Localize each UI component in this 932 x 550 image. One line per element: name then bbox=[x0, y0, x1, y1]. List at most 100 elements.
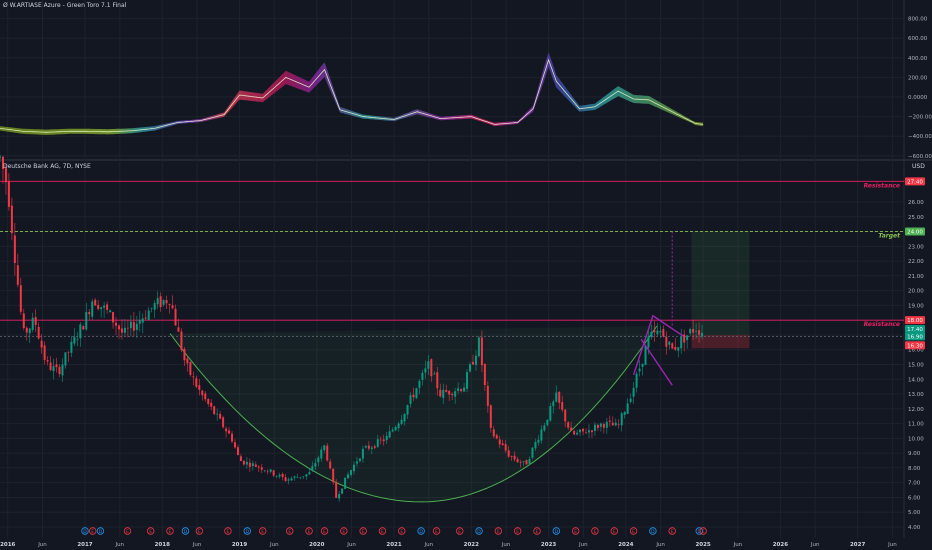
candle-body bbox=[680, 336, 683, 349]
candle-body bbox=[210, 402, 213, 407]
candle-body bbox=[626, 403, 629, 414]
event-marker-label: E bbox=[149, 529, 152, 535]
indicator-ytick-label: −400.00 bbox=[908, 134, 932, 140]
candle-body bbox=[350, 470, 353, 475]
event-marker-label: E bbox=[198, 529, 201, 535]
candle-body bbox=[28, 328, 31, 334]
price-ytick-label: 16.00 bbox=[908, 348, 924, 354]
candle-body bbox=[543, 425, 546, 431]
candle-body bbox=[632, 387, 635, 397]
candle-body bbox=[198, 385, 201, 390]
candle-body bbox=[34, 317, 37, 326]
candle-body bbox=[495, 435, 498, 439]
event-marker bbox=[359, 527, 367, 535]
candle-body bbox=[153, 303, 156, 310]
indicator-ytick-label: 0.0000 bbox=[908, 95, 928, 101]
candle-body bbox=[55, 364, 58, 368]
target-zone bbox=[691, 231, 750, 335]
candle-body bbox=[611, 422, 614, 426]
candle-body bbox=[433, 373, 436, 375]
event-marker bbox=[456, 527, 464, 535]
candle-body bbox=[454, 391, 457, 397]
candle-body bbox=[394, 427, 397, 431]
candle-body bbox=[665, 337, 668, 347]
candle-body bbox=[88, 312, 91, 315]
candle-body bbox=[234, 442, 237, 448]
price-ytick-label: 15.00 bbox=[908, 363, 924, 369]
xaxis-tick-label: 2022 bbox=[464, 542, 479, 548]
candle-body bbox=[91, 301, 94, 317]
event-marker bbox=[432, 527, 441, 535]
xaxis-tick-label: 2027 bbox=[850, 542, 865, 548]
event-marker-label: E bbox=[362, 529, 365, 535]
candle-body bbox=[504, 444, 507, 451]
candle-body bbox=[120, 328, 123, 333]
candle-body bbox=[123, 327, 126, 333]
candle-body bbox=[260, 467, 263, 470]
price-ytick-label: 4.00 bbox=[908, 525, 921, 531]
candle-body bbox=[388, 431, 391, 438]
indicator-title: Ø W.ARTIASE Azure - Green Toro 7.1 Final bbox=[3, 2, 127, 9]
candle-body bbox=[564, 409, 567, 422]
candle-body bbox=[272, 470, 275, 476]
event-marker-label: D bbox=[184, 529, 188, 535]
event-marker-label: E bbox=[536, 529, 539, 535]
candle-body bbox=[692, 328, 695, 333]
currency-label[interactable]: USD bbox=[912, 163, 925, 170]
xaxis-tick-label: 2016 bbox=[0, 542, 15, 548]
xaxis-tick-label: 2021 bbox=[386, 542, 401, 548]
price-ytick-label: 12.00 bbox=[908, 407, 924, 413]
candle-body bbox=[103, 305, 106, 308]
event-marker bbox=[243, 527, 251, 535]
candle-body bbox=[129, 321, 132, 329]
indicator-ytick-label: −600.00 bbox=[908, 154, 932, 160]
event-marker-label: E bbox=[323, 529, 326, 535]
event-marker-label: E bbox=[288, 529, 291, 535]
candle-body bbox=[406, 405, 409, 415]
event-marker-label: E bbox=[435, 529, 438, 535]
xaxis-tick-label: 2023 bbox=[541, 542, 556, 548]
candle-body bbox=[635, 373, 638, 388]
price-label-bg bbox=[905, 332, 925, 341]
event-marker-label: D bbox=[477, 529, 481, 535]
candle-body bbox=[427, 361, 430, 369]
level-label: Resistance bbox=[864, 182, 900, 189]
event-marker-label: E bbox=[308, 529, 311, 535]
xaxis-tick-label: 2020 bbox=[309, 542, 324, 548]
indicator-ytick-label: 800.00 bbox=[908, 17, 928, 23]
candle-body bbox=[483, 363, 486, 386]
level-label: Target bbox=[878, 233, 901, 240]
candle-body bbox=[254, 464, 257, 467]
candle-body bbox=[326, 445, 329, 461]
candle-body bbox=[528, 459, 531, 464]
candle-body bbox=[284, 477, 287, 481]
candle-body bbox=[373, 446, 376, 448]
event-marker-label: E bbox=[594, 529, 597, 535]
candle-body bbox=[522, 461, 525, 463]
event-marker-label: D bbox=[651, 529, 655, 535]
event-marker-label: E bbox=[342, 529, 345, 535]
event-marker-label: E bbox=[497, 529, 500, 535]
candle-body bbox=[204, 393, 207, 400]
candle-body bbox=[225, 428, 228, 432]
candle-body bbox=[1, 156, 4, 169]
price-ytick-label: 8.00 bbox=[908, 466, 921, 472]
price-ytick-label: 23.00 bbox=[908, 244, 924, 250]
candle-body bbox=[352, 464, 355, 472]
candle-body bbox=[397, 423, 400, 429]
candle-body bbox=[629, 398, 632, 402]
candle-body bbox=[135, 323, 138, 330]
candle-body bbox=[382, 439, 385, 442]
main-chart-title: Deutsche Bank AG, 7D, NYSE bbox=[3, 163, 91, 170]
event-marker-label: E bbox=[381, 529, 384, 535]
candle-body bbox=[296, 477, 299, 478]
candle-body bbox=[308, 472, 311, 475]
candle-body bbox=[58, 366, 61, 375]
candle-body bbox=[195, 378, 198, 387]
candle-body bbox=[507, 450, 510, 457]
candle-body bbox=[403, 413, 406, 422]
candle-body bbox=[263, 470, 266, 472]
candle-body bbox=[638, 368, 641, 372]
